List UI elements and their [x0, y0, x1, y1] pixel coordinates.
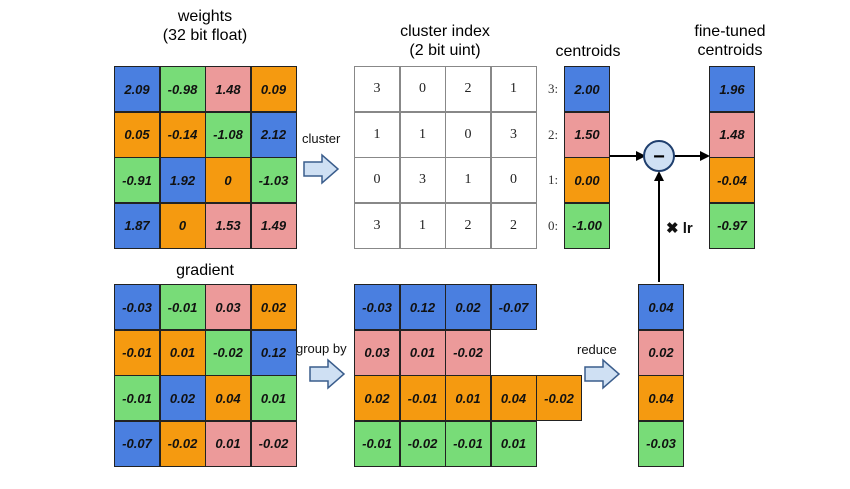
grouped-gradient-cell: 0.12: [399, 284, 446, 330]
reduced-gradient-cell: 0.04: [638, 284, 684, 330]
gradient-cell: -0.01: [114, 329, 160, 376]
fine-tuned-centroid-cell: 1.96: [709, 66, 755, 112]
weights-title-line1: weights: [177, 8, 233, 25]
group-by-arrow-icon: [309, 358, 346, 390]
cluster-index-cell: 0: [490, 157, 537, 203]
weights-title: weights (32 bit float): [114, 7, 296, 45]
gradient-cell: 0.02: [159, 375, 206, 421]
subtract-operator-glyph: −: [653, 146, 665, 168]
subtract-operator-icon: [643, 140, 675, 172]
learning-rate-label: ✖ lr: [666, 220, 693, 237]
cluster-arrow-icon: [303, 153, 340, 185]
fine-tuned-title-line1: fine-tuned: [694, 23, 766, 40]
reduce-label: reduce: [577, 342, 617, 357]
weight-cell: 2.09: [114, 66, 160, 112]
grouped-gradient-cell: -0.01: [399, 375, 446, 421]
gradient-cell: -0.02: [205, 329, 251, 376]
grouped-gradient-cell: 0.01: [399, 329, 446, 376]
gradient-cell: -0.02: [250, 420, 297, 467]
grouped-gradient-cell: 0.01: [445, 375, 491, 421]
gradient-cell: -0.07: [114, 420, 160, 467]
cluster-index-cell: 3: [354, 202, 400, 249]
reduce-arrow-icon: [584, 358, 621, 390]
gradient-cell: 0.12: [250, 329, 297, 376]
cluster-index-title-line1: cluster index: [400, 23, 490, 40]
grouped-gradient-cell: 0.04: [490, 375, 537, 421]
cluster-index-cell: 1: [445, 157, 491, 203]
gradient-cell: 0.02: [250, 284, 297, 330]
cluster-index-title-line2: (2 bit uint): [409, 42, 481, 59]
gradient-cell: 0.03: [205, 284, 251, 330]
fine-tuned-title-line2: centroids: [697, 42, 763, 59]
group-by-label: group by: [296, 341, 347, 356]
fine-tuned-centroid-cell: -0.97: [709, 202, 755, 249]
cluster-index-cell: 1: [490, 66, 537, 112]
centroid-cell: -1.00: [564, 202, 610, 249]
centroid-index-label: 2:: [548, 126, 559, 142]
fine-tuned-title: fine-tuned centroids: [690, 22, 770, 60]
gradient-cell: -0.01: [159, 284, 206, 330]
cluster-index-title: cluster index (2 bit uint): [355, 22, 535, 60]
cluster-index-cell: 2: [490, 202, 537, 249]
weights-title-line2: (32 bit float): [162, 27, 248, 44]
cluster-label: cluster: [302, 131, 341, 146]
reduced-gradient-cell: -0.03: [638, 420, 684, 467]
grouped-gradient-cell: 0.01: [490, 420, 537, 467]
gradient-cell: 0.04: [205, 375, 251, 421]
weight-cell: 0.09: [250, 66, 297, 112]
grouped-gradient-cell: -0.07: [490, 284, 537, 330]
cluster-index-cell: 3: [354, 66, 400, 112]
weight-cell: -1.03: [250, 157, 297, 203]
centroid-index-label: 3:: [548, 81, 559, 96]
fine-tuned-centroid-cell: -0.04: [709, 157, 755, 203]
grouped-gradient-cell: -0.02: [536, 375, 582, 421]
weight-cell: 1.92: [159, 157, 206, 203]
fine-tuned-centroid-cell: 1.48: [709, 111, 755, 158]
gradient-cell: 0.01: [250, 375, 297, 421]
grouped-gradient-cell: -0.01: [445, 420, 491, 467]
weight-cell: -1.08: [205, 111, 251, 158]
centroid-index-label: 1:: [548, 172, 559, 187]
weight-cell: 2.12: [250, 111, 297, 158]
centroid-cell: 2.00: [564, 66, 610, 112]
gradient-title: gradient: [176, 262, 234, 279]
weight-cell: 1.49: [250, 202, 297, 249]
grouped-gradient-cell: -0.02: [445, 329, 491, 376]
grouped-gradient-cell: -0.01: [354, 420, 400, 467]
centroid-cell: 1.50: [564, 111, 610, 158]
centroids-title: centroids: [555, 43, 621, 60]
grouped-gradient-cell: -0.02: [399, 420, 446, 467]
centroid-index-label: 0:: [548, 217, 559, 233]
centroid-cell: 0.00: [564, 157, 610, 203]
reduced-gradient-cell: 0.04: [638, 375, 684, 421]
